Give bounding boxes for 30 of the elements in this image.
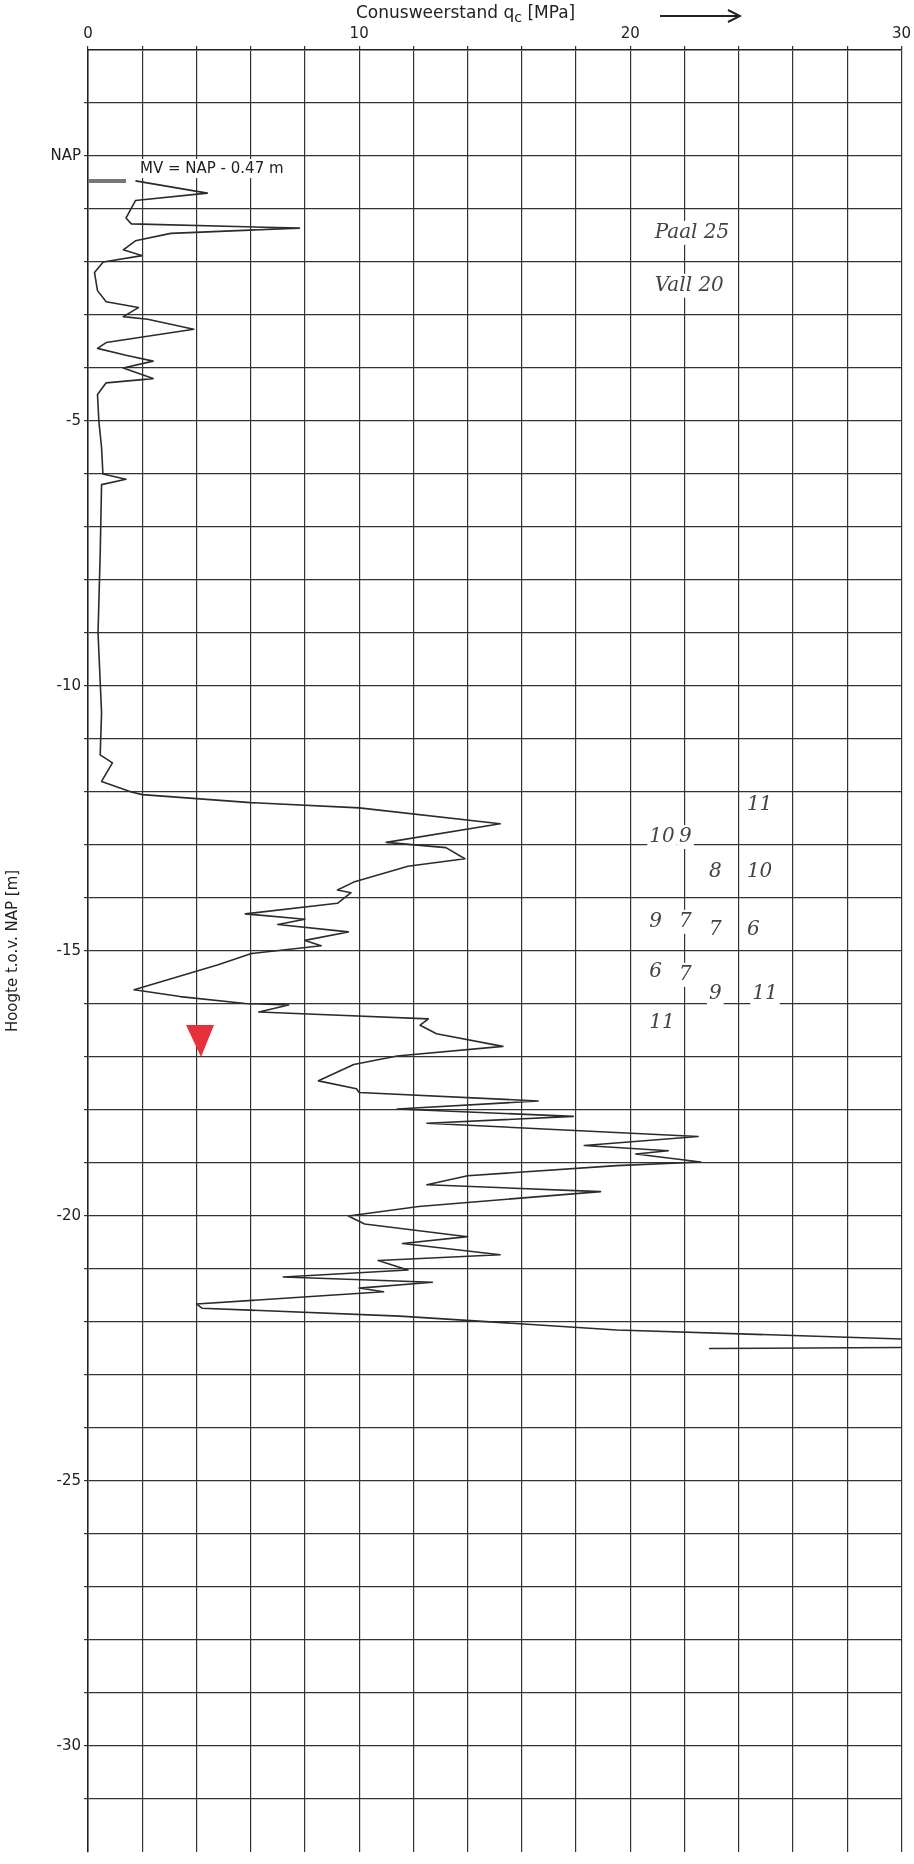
y-tick-label: -5 — [66, 410, 81, 429]
annotation: 11 — [746, 791, 773, 816]
annotation: 6 — [746, 916, 760, 940]
annotation: 11 — [649, 1008, 675, 1033]
annotation: 11 — [752, 979, 778, 1004]
y-tick-label: NAP — [50, 145, 81, 164]
y-tick-label: -25 — [56, 1470, 81, 1489]
annotation: 8 — [708, 857, 722, 882]
x-tick-label: 30 — [891, 23, 911, 42]
annotation: 7 — [679, 961, 693, 986]
annotation: 7 — [708, 916, 722, 940]
x-axis-title: Conusweerstand q$_{c}$ [MPa] — [356, 2, 576, 26]
annotation: 9 — [708, 979, 722, 1004]
y-tick-label: -30 — [56, 1735, 81, 1754]
y-axis-title: Hoogte t.o.v. NAP [m] — [2, 869, 21, 1033]
annotation: Vall 20 — [654, 272, 725, 297]
ref-line-label: MV = NAP - 0.47 m — [140, 159, 284, 178]
x-tick-label: 10 — [349, 23, 369, 42]
y-tick-label: -15 — [56, 940, 81, 959]
annotation: 7 — [679, 908, 693, 933]
y-tick-label: -10 — [56, 675, 81, 694]
annotation: 9 — [649, 908, 663, 933]
annotation: 10 — [746, 857, 773, 882]
annotation: 10 — [649, 823, 676, 848]
x-tick-label: 0 — [83, 23, 93, 42]
annotation: Paal 25 — [653, 219, 730, 244]
x-tick-label: 20 — [620, 23, 640, 42]
y-tick-label: -20 — [56, 1205, 81, 1224]
annotation: 6 — [649, 958, 663, 983]
annotation: 9 — [679, 823, 693, 848]
